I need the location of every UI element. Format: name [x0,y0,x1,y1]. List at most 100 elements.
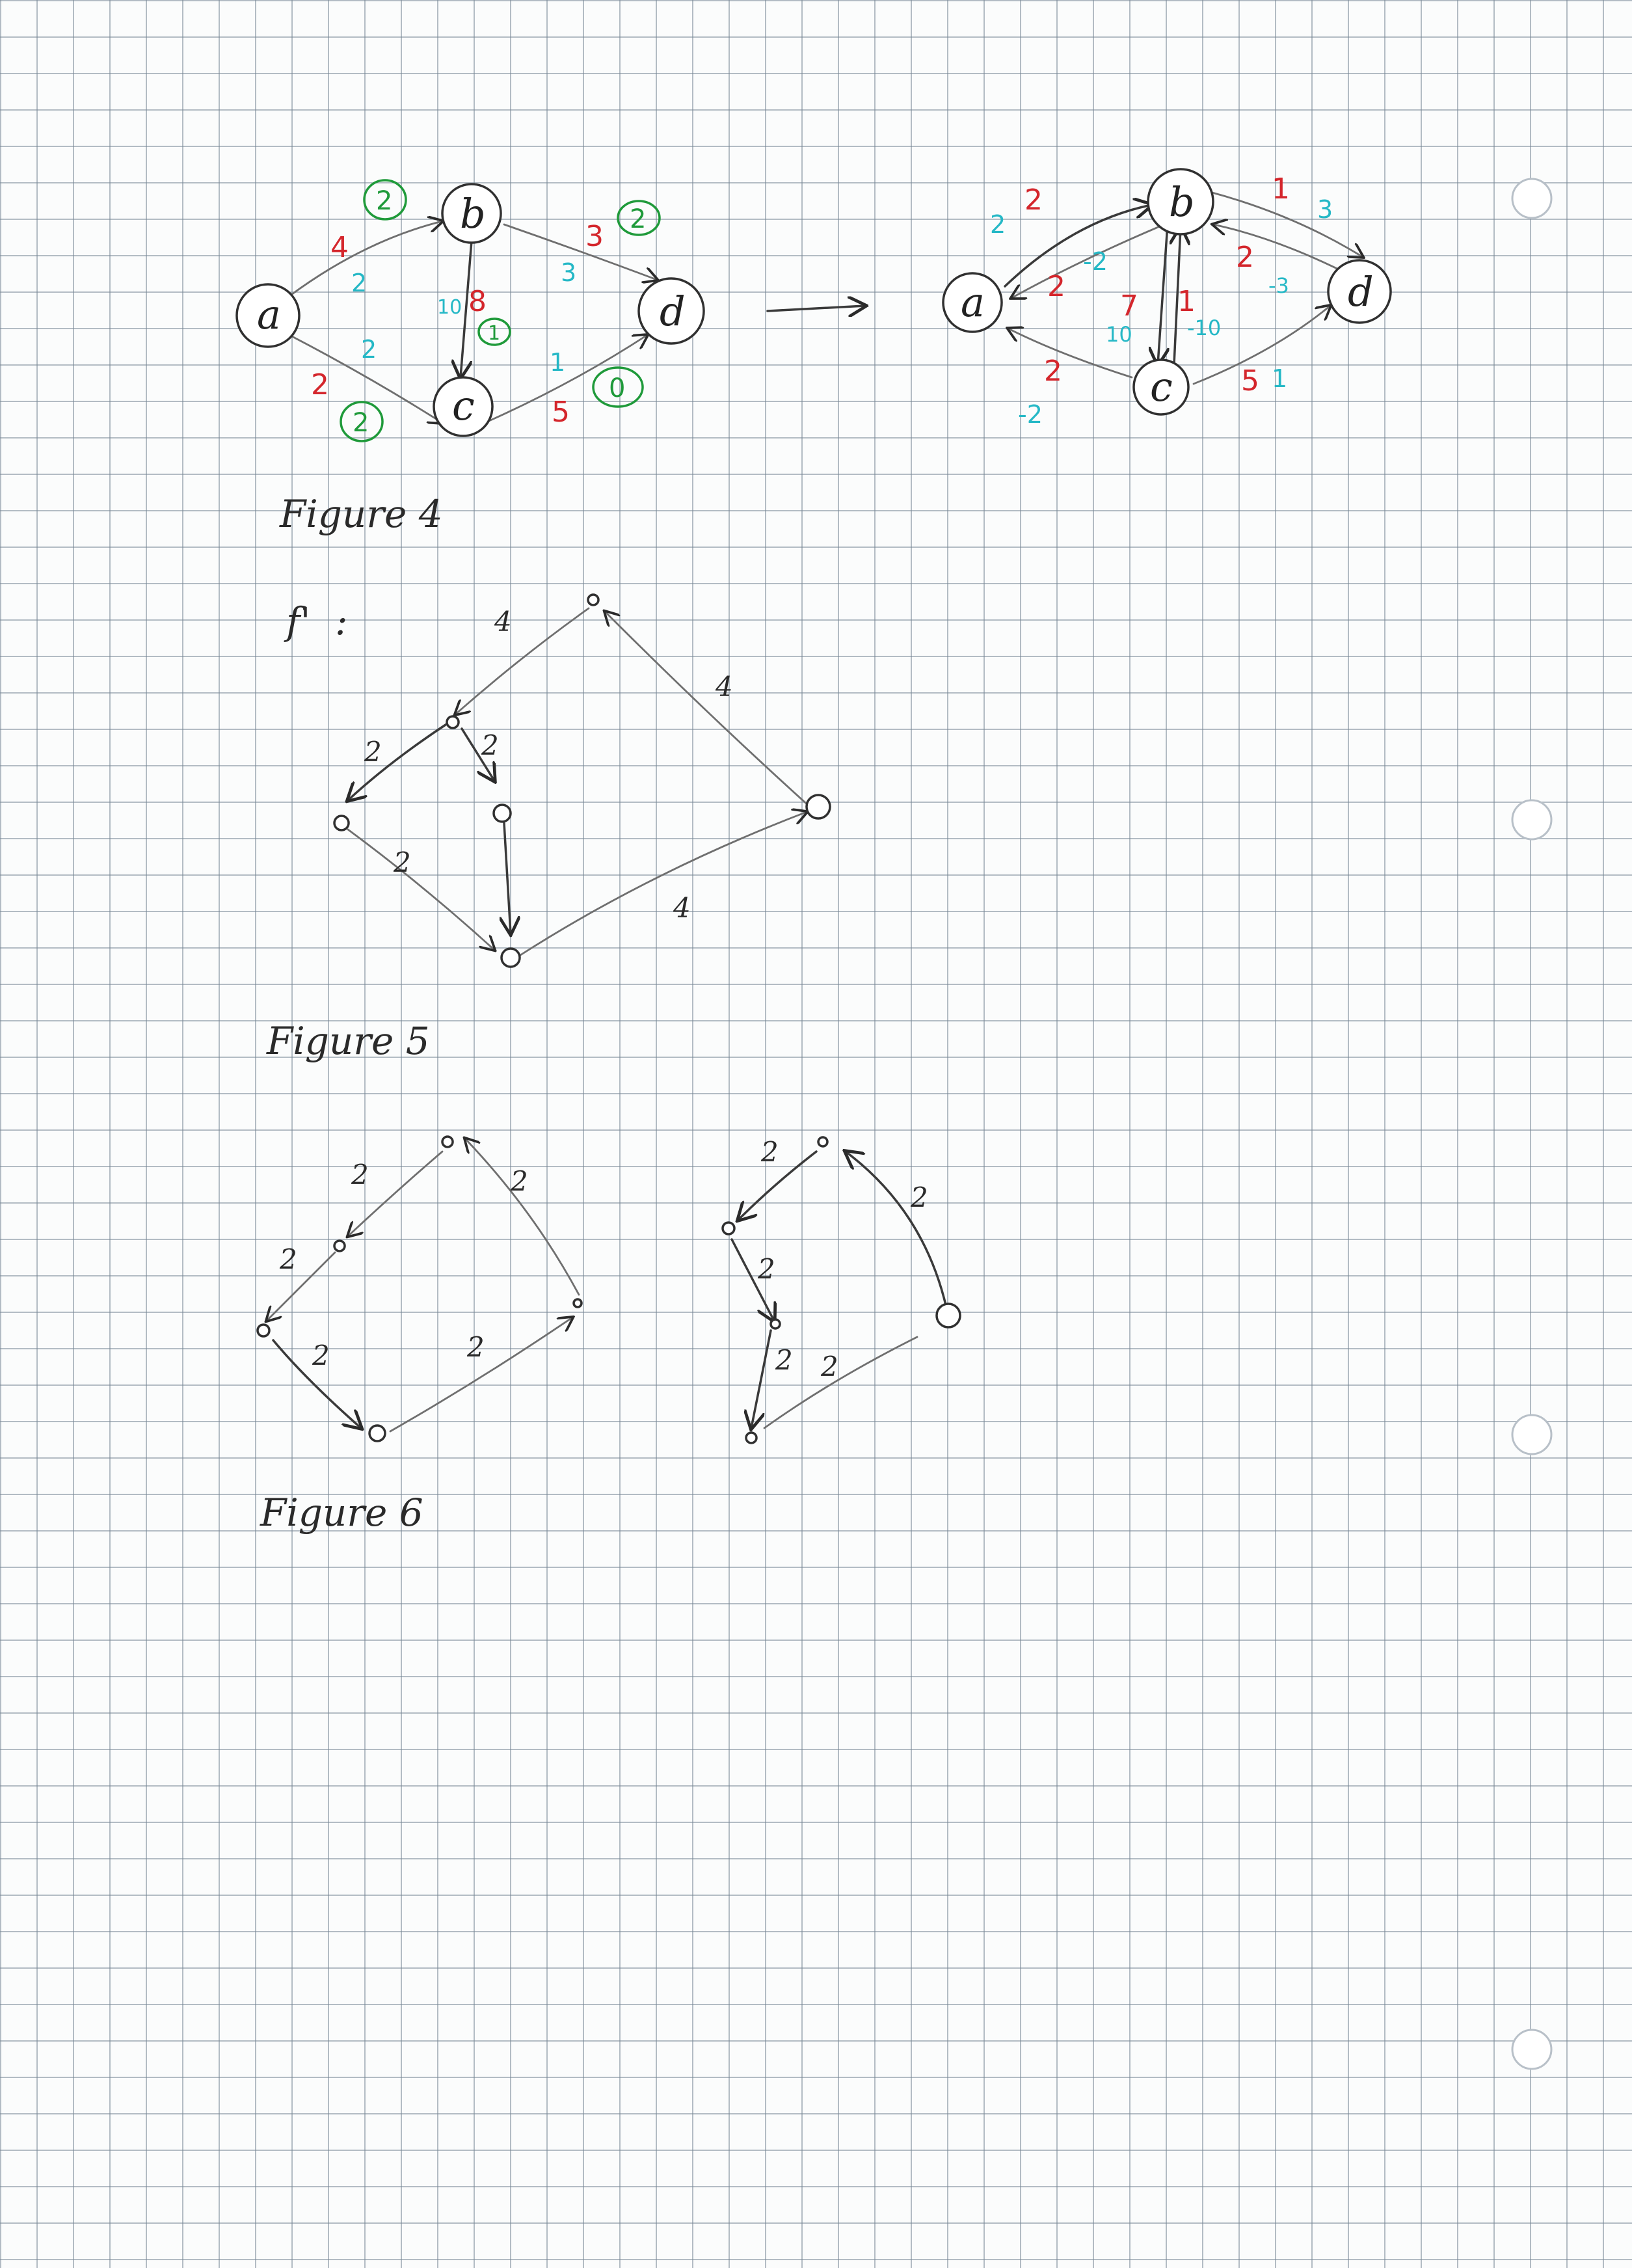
edge-d-b [1213,224,1348,275]
edge-c-d [1192,306,1330,385]
weight-label: 2 [466,1331,485,1363]
graph-node [721,1221,736,1235]
node-label: b [460,190,486,237]
edge [348,1150,444,1236]
node-label: a [961,278,985,326]
graph-node [500,947,521,968]
figure6-caption: Figure 6 [260,1491,423,1535]
weight-label: 2 [1024,183,1043,217]
weight-label: 2 [481,729,499,761]
weight-label: 2 [1047,270,1065,303]
graph-node [935,1303,961,1329]
flow-label: 10 [1106,322,1132,347]
node-d [637,277,705,345]
weight-label: 2 [312,1340,330,1371]
edge [272,1339,361,1428]
flow-symbol: f' [284,599,310,643]
weight-label: 2 [775,1344,793,1376]
cost-circle [340,401,384,442]
node-label: c [452,382,475,429]
node-a [942,272,1003,333]
figure6-right-graph: 2 2 2 2 2 [721,1136,961,1444]
weight-label: 4 [673,892,691,924]
weight-label: 4 [494,606,512,638]
edge-c-d [483,335,647,424]
edge [465,1139,580,1296]
flow-label: 2 [351,269,367,297]
node-label: d [660,288,686,335]
flow-label: -2 [1083,247,1108,276]
figure4-caption: Figure 4 [279,492,443,536]
weight-label: 1 [1272,172,1290,206]
node-b [1147,168,1214,236]
weight-label: 2 [760,1136,779,1168]
weight-label: 2 [1236,241,1254,274]
figure6-left-graph: 2 2 2 2 2 [256,1135,583,1442]
graph-node [333,1239,346,1252]
flow-label: -10 [1187,316,1221,340]
node-b [441,183,502,244]
binder-hole [1511,799,1553,841]
flow-label: 2 [361,335,377,364]
edge [389,1317,572,1433]
edge [763,1336,918,1429]
weight-label: 2 [351,1159,369,1191]
binder-hole [1511,1414,1553,1455]
weight-label: 2 [757,1253,775,1285]
cost-label: 2 [630,204,646,234]
binder-hole [1511,178,1553,219]
node-label: b [1169,178,1195,226]
graph-node [256,1323,271,1338]
flow-colon: : [335,599,348,643]
flow-label: 3 [1317,195,1333,224]
edge-b-c [1158,223,1168,364]
edge [348,722,449,800]
cost-label: 0 [609,373,625,403]
weight-label: 8 [468,285,487,318]
binder-hole [1511,2029,1553,2070]
cost-circle [592,366,644,408]
node-c [1132,358,1190,416]
graph-node [333,815,350,831]
figure5-graph: f' : 4 4 2 2 2 4 [284,593,831,968]
node-label: a [257,291,281,338]
graph-node [745,1431,758,1444]
graph-node [769,1318,781,1330]
graph-node [572,1298,583,1308]
graph-node [492,803,512,823]
graph-node [368,1424,386,1442]
weight-label: 1 [1177,285,1196,318]
edge [504,822,511,934]
edge [461,727,494,781]
node-label: d [1348,268,1374,316]
cost-label: 2 [376,186,392,216]
flow-label: 1 [1272,364,1287,393]
node-label: c [1150,363,1173,411]
node-a [235,283,301,348]
weight-label: 2 [393,846,411,878]
edge-a-b [288,221,442,297]
cost-circle [363,179,407,221]
edge [751,1329,772,1428]
weight-label: 2 [510,1165,528,1197]
figure4-right-graph: a b c d 2 2 2 -2 2 -2 7 10 1 -10 1 3 2 -… [942,168,1392,429]
graph-node [805,794,831,820]
edge-c-b [1174,228,1181,366]
edge [846,1152,948,1309]
edge-a-b [1004,205,1151,288]
weight-label: 2 [1044,355,1062,388]
edge [267,1251,336,1321]
graph-node [817,1136,829,1148]
edge [519,812,807,956]
weight-label: 4 [330,231,349,264]
flow-label: 2 [990,210,1006,239]
flow-label: 3 [561,258,576,287]
transform-arrow [766,306,865,311]
graph-node [441,1135,454,1148]
weight-label: 2 [910,1181,928,1213]
edge [347,828,494,950]
edge-a-c [288,334,442,423]
edge-b-d [1209,191,1363,257]
edge-c-a [1008,329,1133,379]
weight-label: 2 [279,1243,297,1275]
